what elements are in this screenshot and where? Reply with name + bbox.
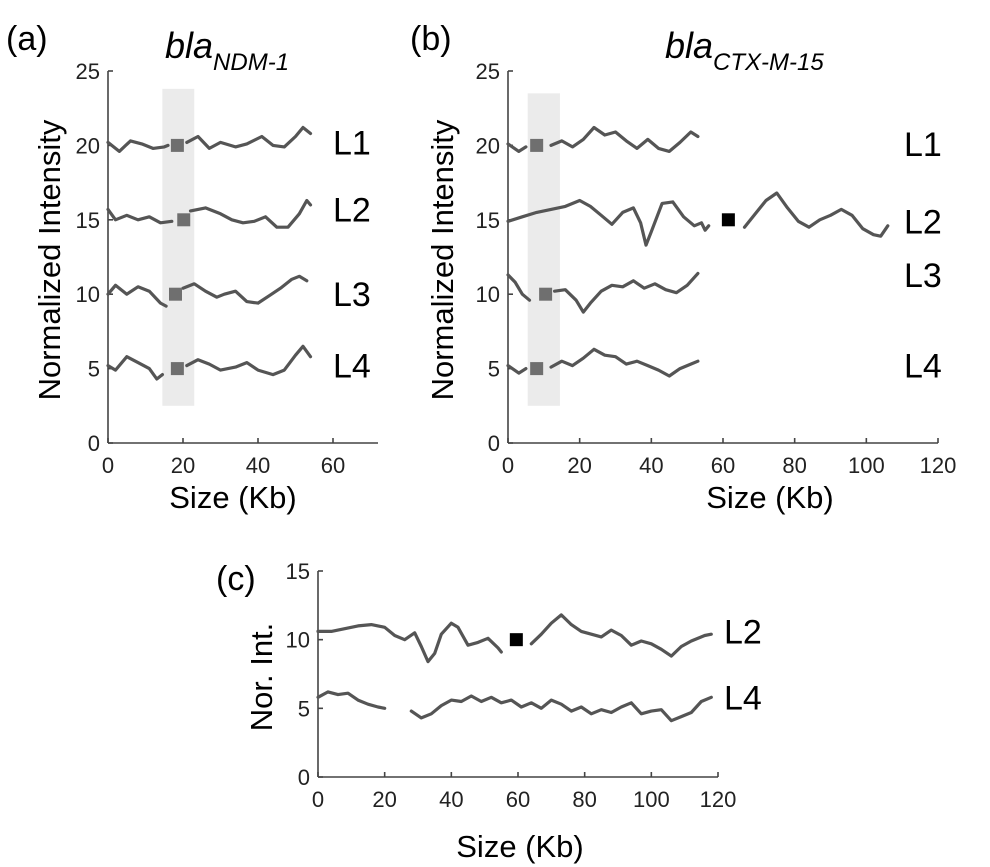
panel-b-trace-l2 xyxy=(506,198,711,247)
panel-b-xlabel: Size (Kb) xyxy=(706,480,833,515)
panel-b-label: (b) xyxy=(410,20,452,58)
panel-c-xtick-label: 40 xyxy=(439,787,463,812)
panel-b-title-sub: CTX-M-15 xyxy=(713,49,824,76)
panel-a-title-sub: NDM-1 xyxy=(213,49,289,76)
panel-a-ytick-label: 5 xyxy=(88,357,100,382)
panel-b-ytick-label: 0 xyxy=(488,431,500,456)
panel-a-lane-label-l2: L2 xyxy=(333,191,371,229)
panel-a-lane-label-l1: L1 xyxy=(333,124,371,162)
panel-b-xtick-label: 60 xyxy=(711,453,735,478)
panel-b-marker-l3 xyxy=(539,287,553,301)
panel-c-plot: 0 20 40 60 80 100 120 0 5 10 15 L2 L4 xyxy=(286,559,762,812)
panel-b-lane-label-l4: L4 xyxy=(904,348,942,386)
panel-a-marker-l2 xyxy=(177,213,191,227)
panel-c-marker-l2 xyxy=(509,633,523,647)
panel-b-title: blaCTX-M-15 xyxy=(665,25,824,76)
panel-b-xtick-label: 20 xyxy=(567,453,591,478)
panel-c-xtick-label: 0 xyxy=(312,787,324,812)
panel-b-xtick-label: 40 xyxy=(639,453,663,478)
panel-c-lane-label-l2: L2 xyxy=(724,613,762,651)
panel-b-trace-l4 xyxy=(506,364,528,375)
panel-c-trace-l4 xyxy=(409,694,713,723)
panel-b-plot: 0 20 40 60 80 100 120 0 5 10 15 20 25 L1 L2 L3 L4 xyxy=(476,59,957,478)
panel-a-title: blaNDM-1 xyxy=(165,25,289,76)
panel-b-marker-l2 xyxy=(721,213,735,227)
panel-b-ytick-label: 10 xyxy=(476,282,500,307)
panel-a-ylabel: Normalized Intensity xyxy=(32,119,67,400)
panel-a-marker-l4 xyxy=(170,362,184,376)
panel-b-marker-l4 xyxy=(530,362,544,376)
panel-c-xtick-label: 20 xyxy=(372,787,396,812)
panel-a-ytick-label: 15 xyxy=(76,208,100,233)
panel-a-trace-l2 xyxy=(188,198,313,229)
panel-c-label: (c) xyxy=(216,560,256,598)
panel-a-trace-l1 xyxy=(185,125,313,150)
panel-b-xtick-label: 100 xyxy=(848,453,885,478)
panel-c-xtick-label: 100 xyxy=(633,787,670,812)
panel-c: (c) Nor. Int. Size (Kb) 0 20 40 60 80 100 1200… xyxy=(216,559,762,864)
panel-c-ytick-label: 0 xyxy=(298,765,310,790)
panel-a-xtick-label: 0 xyxy=(102,453,114,478)
panel-b-xtick-label: 80 xyxy=(782,453,806,478)
panel-b-trace-l3 xyxy=(506,273,532,302)
panel-b-trace-l1 xyxy=(506,142,528,153)
panel-b-ytick-label: 25 xyxy=(476,59,500,84)
panel-c-ytick-label: 10 xyxy=(286,628,310,653)
panel-b-xtick-label: 0 xyxy=(502,453,514,478)
panel-a-ytick-label: 25 xyxy=(76,59,100,84)
panel-a-xtick-label: 60 xyxy=(321,453,345,478)
panel-c-ytick-label: 5 xyxy=(298,696,310,721)
panel-b-marker-l1 xyxy=(530,138,544,152)
panel-b-title-main: bla xyxy=(665,25,713,66)
panel-a-lane-label-l4: L4 xyxy=(333,348,371,386)
panel-c-xtick-label: 60 xyxy=(506,787,530,812)
panel-b-ytick-label: 15 xyxy=(476,208,500,233)
panel-a-xlabel: Size (Kb) xyxy=(169,480,296,515)
panel-a-lane-label-l3: L3 xyxy=(333,276,371,314)
panel-c-ylabel: Nor. Int. xyxy=(244,623,279,732)
panel-a-trace-l4 xyxy=(185,344,313,377)
panel-a-marker-l3 xyxy=(169,287,182,301)
panel-a-highlight-band xyxy=(162,88,195,406)
panel-a-trace-l3 xyxy=(181,274,309,305)
panel-a-trace-l4 xyxy=(106,355,164,381)
panel-a: (a) blaNDM-1 Normalized Intensity Size (… xyxy=(6,20,378,515)
panel-a-marker-l1 xyxy=(170,138,184,152)
panel-b-ytick-label: 5 xyxy=(488,357,500,382)
panel-a-trace-l2 xyxy=(106,207,174,225)
panel-b-trace-l4 xyxy=(549,347,700,378)
panel-b-lane-label-l3: L3 xyxy=(904,257,942,295)
panel-c-xtick-label: 120 xyxy=(700,787,737,812)
panel-c-lane-label-l4: L4 xyxy=(724,679,762,717)
panel-c-trace-l2 xyxy=(316,621,503,664)
panel-a-ytick-label: 0 xyxy=(88,431,100,456)
panel-a-ytick-label: 20 xyxy=(76,133,100,158)
panel-a-trace-l3 xyxy=(106,283,168,308)
panel-a-title-main: bla xyxy=(165,25,213,66)
panel-a-xtick-label: 20 xyxy=(171,453,195,478)
panel-b-xtick-label: 120 xyxy=(920,453,957,478)
panel-b-ytick-label: 20 xyxy=(476,133,500,158)
panel-b-trace-l2 xyxy=(742,191,890,238)
panel-b-trace-l3 xyxy=(552,271,700,314)
panel-a-xtick-label: 40 xyxy=(246,453,270,478)
panel-a-trace-l1 xyxy=(106,139,170,153)
panel-c-ytick-label: 15 xyxy=(286,559,310,584)
panel-c-xtick-label: 80 xyxy=(572,787,596,812)
panel-b-trace-l1 xyxy=(549,125,700,153)
panel-b-lane-label-l1: L1 xyxy=(904,126,942,164)
panel-b: (b) blaCTX-M-15 Normalized Intensity Siz… xyxy=(410,20,956,515)
panel-b-lane-label-l2: L2 xyxy=(904,203,942,241)
panel-a-plot: 0 20 40 60 0 5 10 15 20 25 L1 L2 L3 L4 xyxy=(76,59,378,478)
panel-c-xlabel: Size (Kb) xyxy=(456,829,583,864)
panel-c-trace-l4 xyxy=(316,690,387,710)
panel-a-ytick-label: 10 xyxy=(76,282,100,307)
panel-b-ylabel: Normalized Intensity xyxy=(425,119,460,400)
panel-a-label: (a) xyxy=(6,20,48,58)
panel-c-trace-l2 xyxy=(529,613,713,658)
